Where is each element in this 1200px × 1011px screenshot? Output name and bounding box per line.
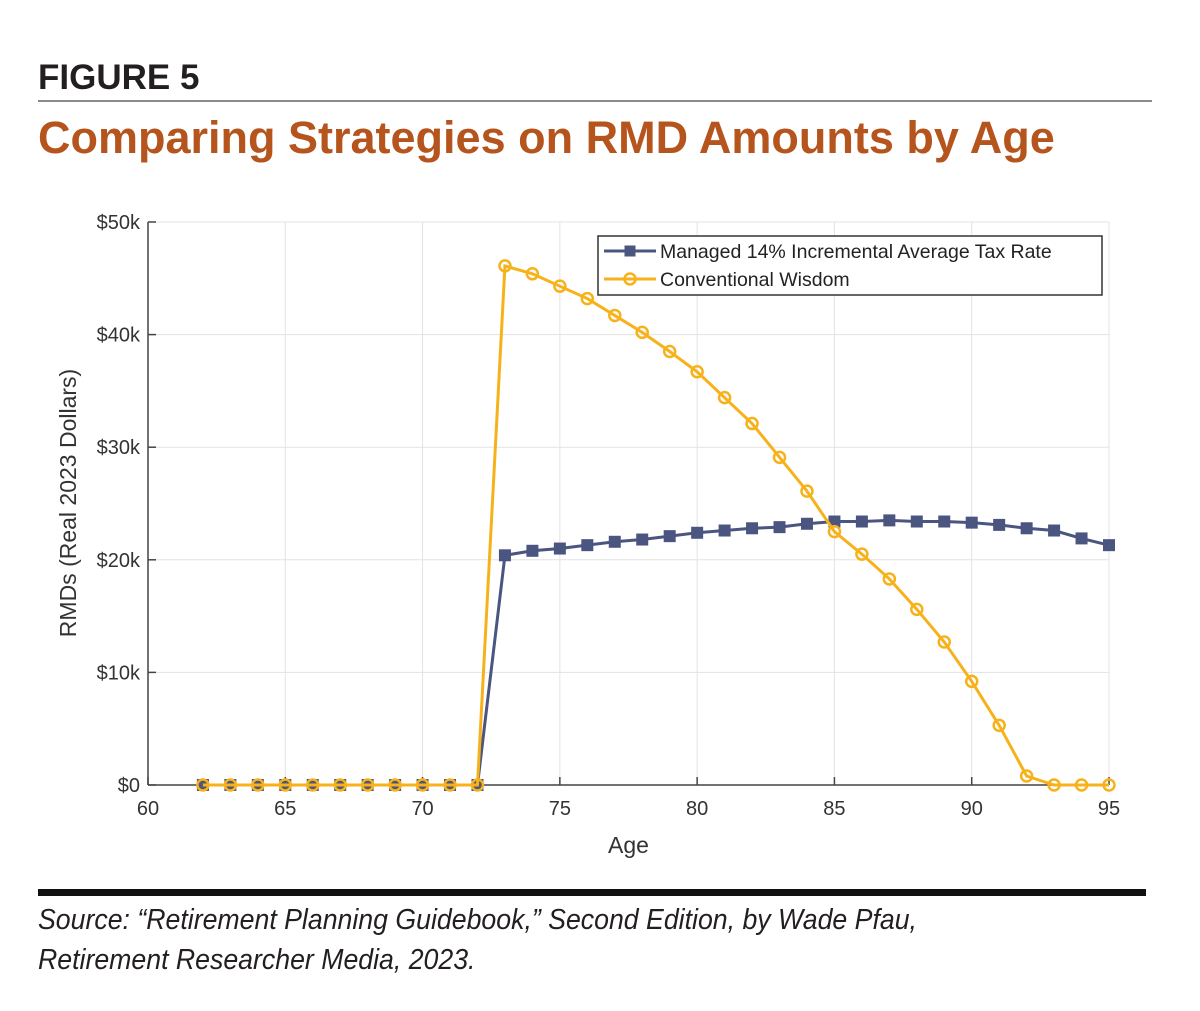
managed-point [498, 549, 511, 562]
y-tick-label: $20k [97, 550, 141, 572]
conventional-point [827, 524, 842, 539]
conventional-point [1019, 769, 1034, 783]
conventional-point [470, 778, 485, 792]
managed-point [855, 515, 868, 528]
managed-point [993, 518, 1006, 531]
conventional-point [443, 778, 457, 792]
managed-point [910, 515, 923, 528]
conventional-point [745, 416, 759, 431]
managed-point [773, 521, 786, 534]
chart: 60 65 70 75 80 85 90 95 $0 $10k $20k $30k $40k $50k Ag… [55, 212, 1120, 858]
legend-label: Managed 14% Incremental Average Tax Rate [660, 241, 1052, 263]
conventional-point [608, 308, 622, 323]
managed-point [608, 535, 621, 548]
source-line-1: Source: “Retirement Planning Guidebook,”… [38, 904, 917, 936]
y-tick-label: $50k [97, 212, 141, 234]
conventional-point [1047, 778, 1061, 792]
x-axis-label: Age [608, 832, 649, 858]
conventional-point [251, 778, 265, 792]
conventional-point [196, 778, 210, 792]
managed-point [746, 522, 759, 535]
conventional-point [498, 259, 512, 273]
series-line-conventional [202, 263, 1109, 787]
managed-point [581, 539, 594, 552]
managed-point [553, 542, 566, 555]
conventional-point [360, 778, 375, 792]
managed-point [1103, 539, 1115, 552]
conventional-point [772, 450, 787, 465]
conventional-point [690, 365, 704, 379]
x-tick-label: 80 [686, 798, 708, 820]
managed-point [636, 533, 649, 546]
managed-point [938, 515, 951, 528]
conventional-point [964, 674, 979, 689]
legend-square-marker [624, 245, 636, 257]
conventional-point [388, 778, 402, 792]
conventional-point [882, 572, 897, 586]
figure-label: FIGURE 5 [38, 58, 200, 97]
x-tick-label: 60 [137, 798, 159, 820]
conventional-point [1102, 778, 1116, 792]
conventional-point [580, 291, 595, 306]
conventional-point [278, 778, 293, 792]
conventional-point [717, 390, 732, 405]
x-tick-label: 75 [549, 798, 571, 820]
x-tick-label: 90 [961, 798, 983, 820]
y-tick-label: $10k [97, 662, 141, 684]
conventional-point [415, 778, 430, 792]
top-divider [38, 100, 1152, 102]
conventional-point [937, 635, 952, 649]
managed-point [663, 530, 676, 543]
x-tick-label: 70 [411, 798, 433, 820]
chart-title: Comparing Strategies on RMD Amounts by A… [38, 112, 1055, 163]
y-tick-label: $40k [97, 325, 141, 347]
conventional-point [635, 325, 649, 340]
conventional-point [800, 484, 814, 498]
y-axis-label: RMDs (Real 2023 Dollars) [55, 369, 81, 637]
managed-point [1075, 532, 1088, 545]
legend-circle-marker [623, 272, 637, 286]
conventional-point [1074, 778, 1089, 792]
managed-point [526, 544, 539, 557]
managed-point [883, 514, 896, 527]
conventional-point [305, 778, 320, 792]
conventional-point [662, 344, 677, 359]
managed-point [1020, 522, 1033, 535]
conventional-point [333, 778, 347, 792]
source-line-2: Retirement Researcher Media, 2023. [38, 944, 476, 976]
y-tick-label: $30k [97, 437, 141, 459]
conventional-point [223, 778, 238, 792]
conventional-point [910, 602, 924, 617]
y-tick-label: $0 [118, 775, 140, 797]
managed-point [800, 517, 813, 530]
conventional-point [525, 267, 540, 281]
x-tick-label: 85 [823, 798, 845, 820]
x-tick-label: 65 [274, 798, 296, 820]
managed-point [718, 524, 731, 537]
conventional-point [855, 547, 869, 561]
legend-box [597, 235, 1103, 296]
bottom-divider [38, 889, 1146, 896]
conventional-point [992, 718, 1006, 733]
source-note: Source: “Retirement Planning Guidebook,”… [38, 900, 917, 980]
conventional-point [553, 279, 567, 293]
managed-point [691, 526, 704, 539]
x-tick-label: 95 [1098, 798, 1120, 820]
managed-point [1048, 524, 1061, 537]
managed-point [965, 516, 978, 529]
legend-label: Conventional Wisdom [660, 269, 850, 291]
